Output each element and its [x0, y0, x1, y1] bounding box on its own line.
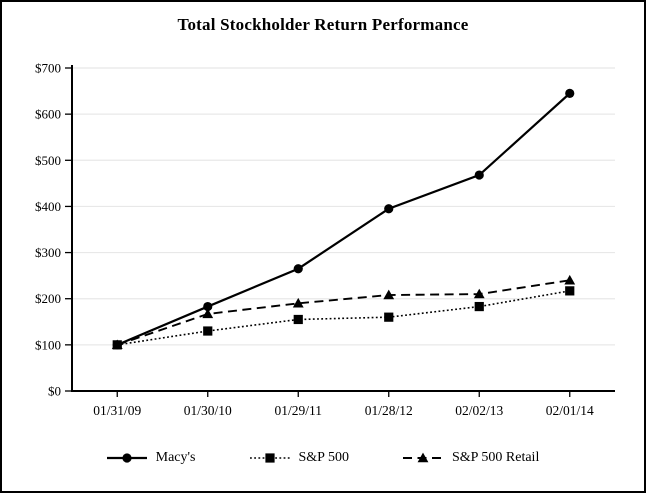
chart-plot-area: $0 $100 $200 $300 $400 $500 $600 $700 01/31/09 01…	[35, 61, 615, 418]
legend-s-p-500-square-marker-icon	[264, 453, 275, 463]
y-tick-label: $400	[35, 199, 61, 214]
legend-item-macy-s: Macy's	[106, 450, 196, 466]
series-line-s-p-500-retail	[116, 279, 570, 346]
s-p-500-retail-triangle-marker-icon	[111, 339, 123, 350]
chart-legend: Macy's S&P 500 S&P 500 Retail	[2, 446, 644, 470]
y-tick-label: $200	[35, 291, 61, 306]
legend-item-s-p-500-retail: S&P 500 Retail	[402, 450, 540, 466]
chart-title: Total Stockholder Return Performance	[177, 15, 469, 34]
legend-item-s-p-500: S&P 500	[249, 450, 349, 466]
y-tick-label: $700	[35, 61, 61, 76]
s-p-500-retail-triangle-marker-icon	[383, 289, 395, 300]
series-line-macy-s	[116, 92, 571, 346]
y-tick-label: $500	[35, 153, 61, 168]
macy-s-circle-marker-icon	[384, 204, 394, 214]
x-tick-label: 02/01/14	[546, 403, 594, 418]
s-p-500-retail-triangle-marker-icon	[473, 288, 485, 299]
legend-s-p-500-retail-triangle-marker-icon	[417, 452, 429, 463]
y-tick-label: $100	[35, 337, 61, 352]
s-p-500-square-marker-icon	[384, 312, 394, 322]
legend-sample-s-p-500-retail	[402, 452, 443, 463]
x-tick-label: 02/02/13	[455, 403, 503, 418]
legend-label-s-p-500-retail: S&P 500 Retail	[451, 450, 540, 465]
s-p-500-retail-triangle-marker-icon	[564, 274, 576, 285]
y-tick-label: $300	[35, 245, 61, 260]
legend-label-s-p-500: S&P 500	[298, 450, 349, 465]
s-p-500-square-marker-icon	[565, 286, 575, 296]
s-p-500-square-marker-icon	[293, 314, 303, 325]
x-tick-label: 01/28/12	[365, 403, 413, 418]
s-p-500-square-marker-icon	[474, 301, 484, 312]
s-p-500-square-marker-icon	[203, 326, 213, 336]
macy-s-circle-marker-icon	[565, 88, 575, 98]
macy-s-circle-marker-icon	[474, 170, 484, 180]
legend-label-macy-s: Macy's	[155, 450, 196, 465]
s-p-500-retail-triangle-marker-icon	[202, 308, 214, 319]
macy-s-circle-marker-icon	[293, 264, 303, 274]
series-line-s-p-500	[117, 290, 570, 346]
legend-sample-s-p-500	[249, 453, 290, 463]
legend-sample-macy-s	[106, 453, 147, 463]
x-tick-label: 01/31/09	[93, 403, 141, 418]
x-tick-label: 01/29/11	[274, 403, 322, 418]
y-tick-label: $600	[35, 107, 61, 122]
s-p-500-retail-triangle-marker-icon	[292, 297, 304, 308]
y-tick-label: $0	[48, 384, 61, 399]
legend-macy-s-circle-marker-icon	[122, 453, 132, 463]
macy-s-circle-marker-icon	[203, 301, 213, 312]
x-tick-label: 01/30/10	[184, 403, 232, 418]
